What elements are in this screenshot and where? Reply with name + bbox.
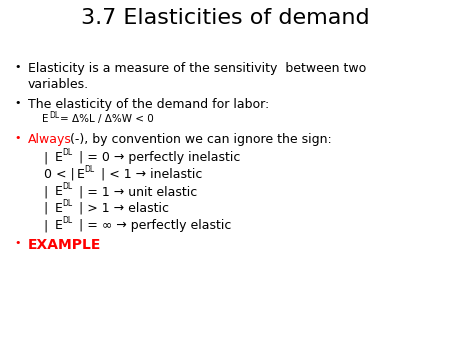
Text: = Δ%L / Δ%W < 0: = Δ%L / Δ%W < 0 — [60, 114, 154, 124]
Text: E: E — [55, 219, 63, 232]
Text: DL: DL — [84, 165, 94, 174]
Text: DL: DL — [62, 182, 72, 191]
Text: |: | — [44, 151, 52, 164]
Text: | = 1 → unit elastic: | = 1 → unit elastic — [75, 185, 197, 198]
Text: E: E — [55, 185, 63, 198]
Text: DL: DL — [62, 199, 72, 208]
Text: •: • — [14, 133, 21, 143]
Text: 3.7 Elasticities of demand: 3.7 Elasticities of demand — [81, 8, 369, 28]
Text: DL: DL — [49, 111, 59, 120]
Text: | = 0 → perfectly inelastic: | = 0 → perfectly inelastic — [75, 151, 240, 164]
Text: EXAMPLE: EXAMPLE — [28, 238, 101, 252]
Text: •: • — [14, 98, 21, 108]
Text: E: E — [42, 114, 49, 124]
Text: |: | — [44, 202, 52, 215]
Text: | = ∞ → perfectly elastic: | = ∞ → perfectly elastic — [75, 219, 231, 232]
Text: E: E — [55, 202, 63, 215]
Text: | > 1 → elastic: | > 1 → elastic — [75, 202, 169, 215]
Text: The elasticity of the demand for labor:: The elasticity of the demand for labor: — [28, 98, 269, 111]
Text: |: | — [44, 219, 52, 232]
Text: | < 1 → inelastic: | < 1 → inelastic — [97, 168, 202, 181]
Text: E: E — [77, 168, 85, 181]
Text: DL: DL — [62, 216, 72, 225]
Text: |: | — [44, 185, 52, 198]
Text: (-), by convention we can ignore the sign:: (-), by convention we can ignore the sig… — [66, 133, 332, 146]
Text: •: • — [14, 238, 21, 248]
Text: Elasticity is a measure of the sensitivity  between two: Elasticity is a measure of the sensitivi… — [28, 62, 366, 75]
Text: variables.: variables. — [28, 78, 89, 91]
Text: Always: Always — [28, 133, 72, 146]
Text: •: • — [14, 62, 21, 72]
Text: E: E — [55, 151, 63, 164]
Text: 0 < |: 0 < | — [44, 168, 79, 181]
Text: DL: DL — [62, 148, 72, 157]
